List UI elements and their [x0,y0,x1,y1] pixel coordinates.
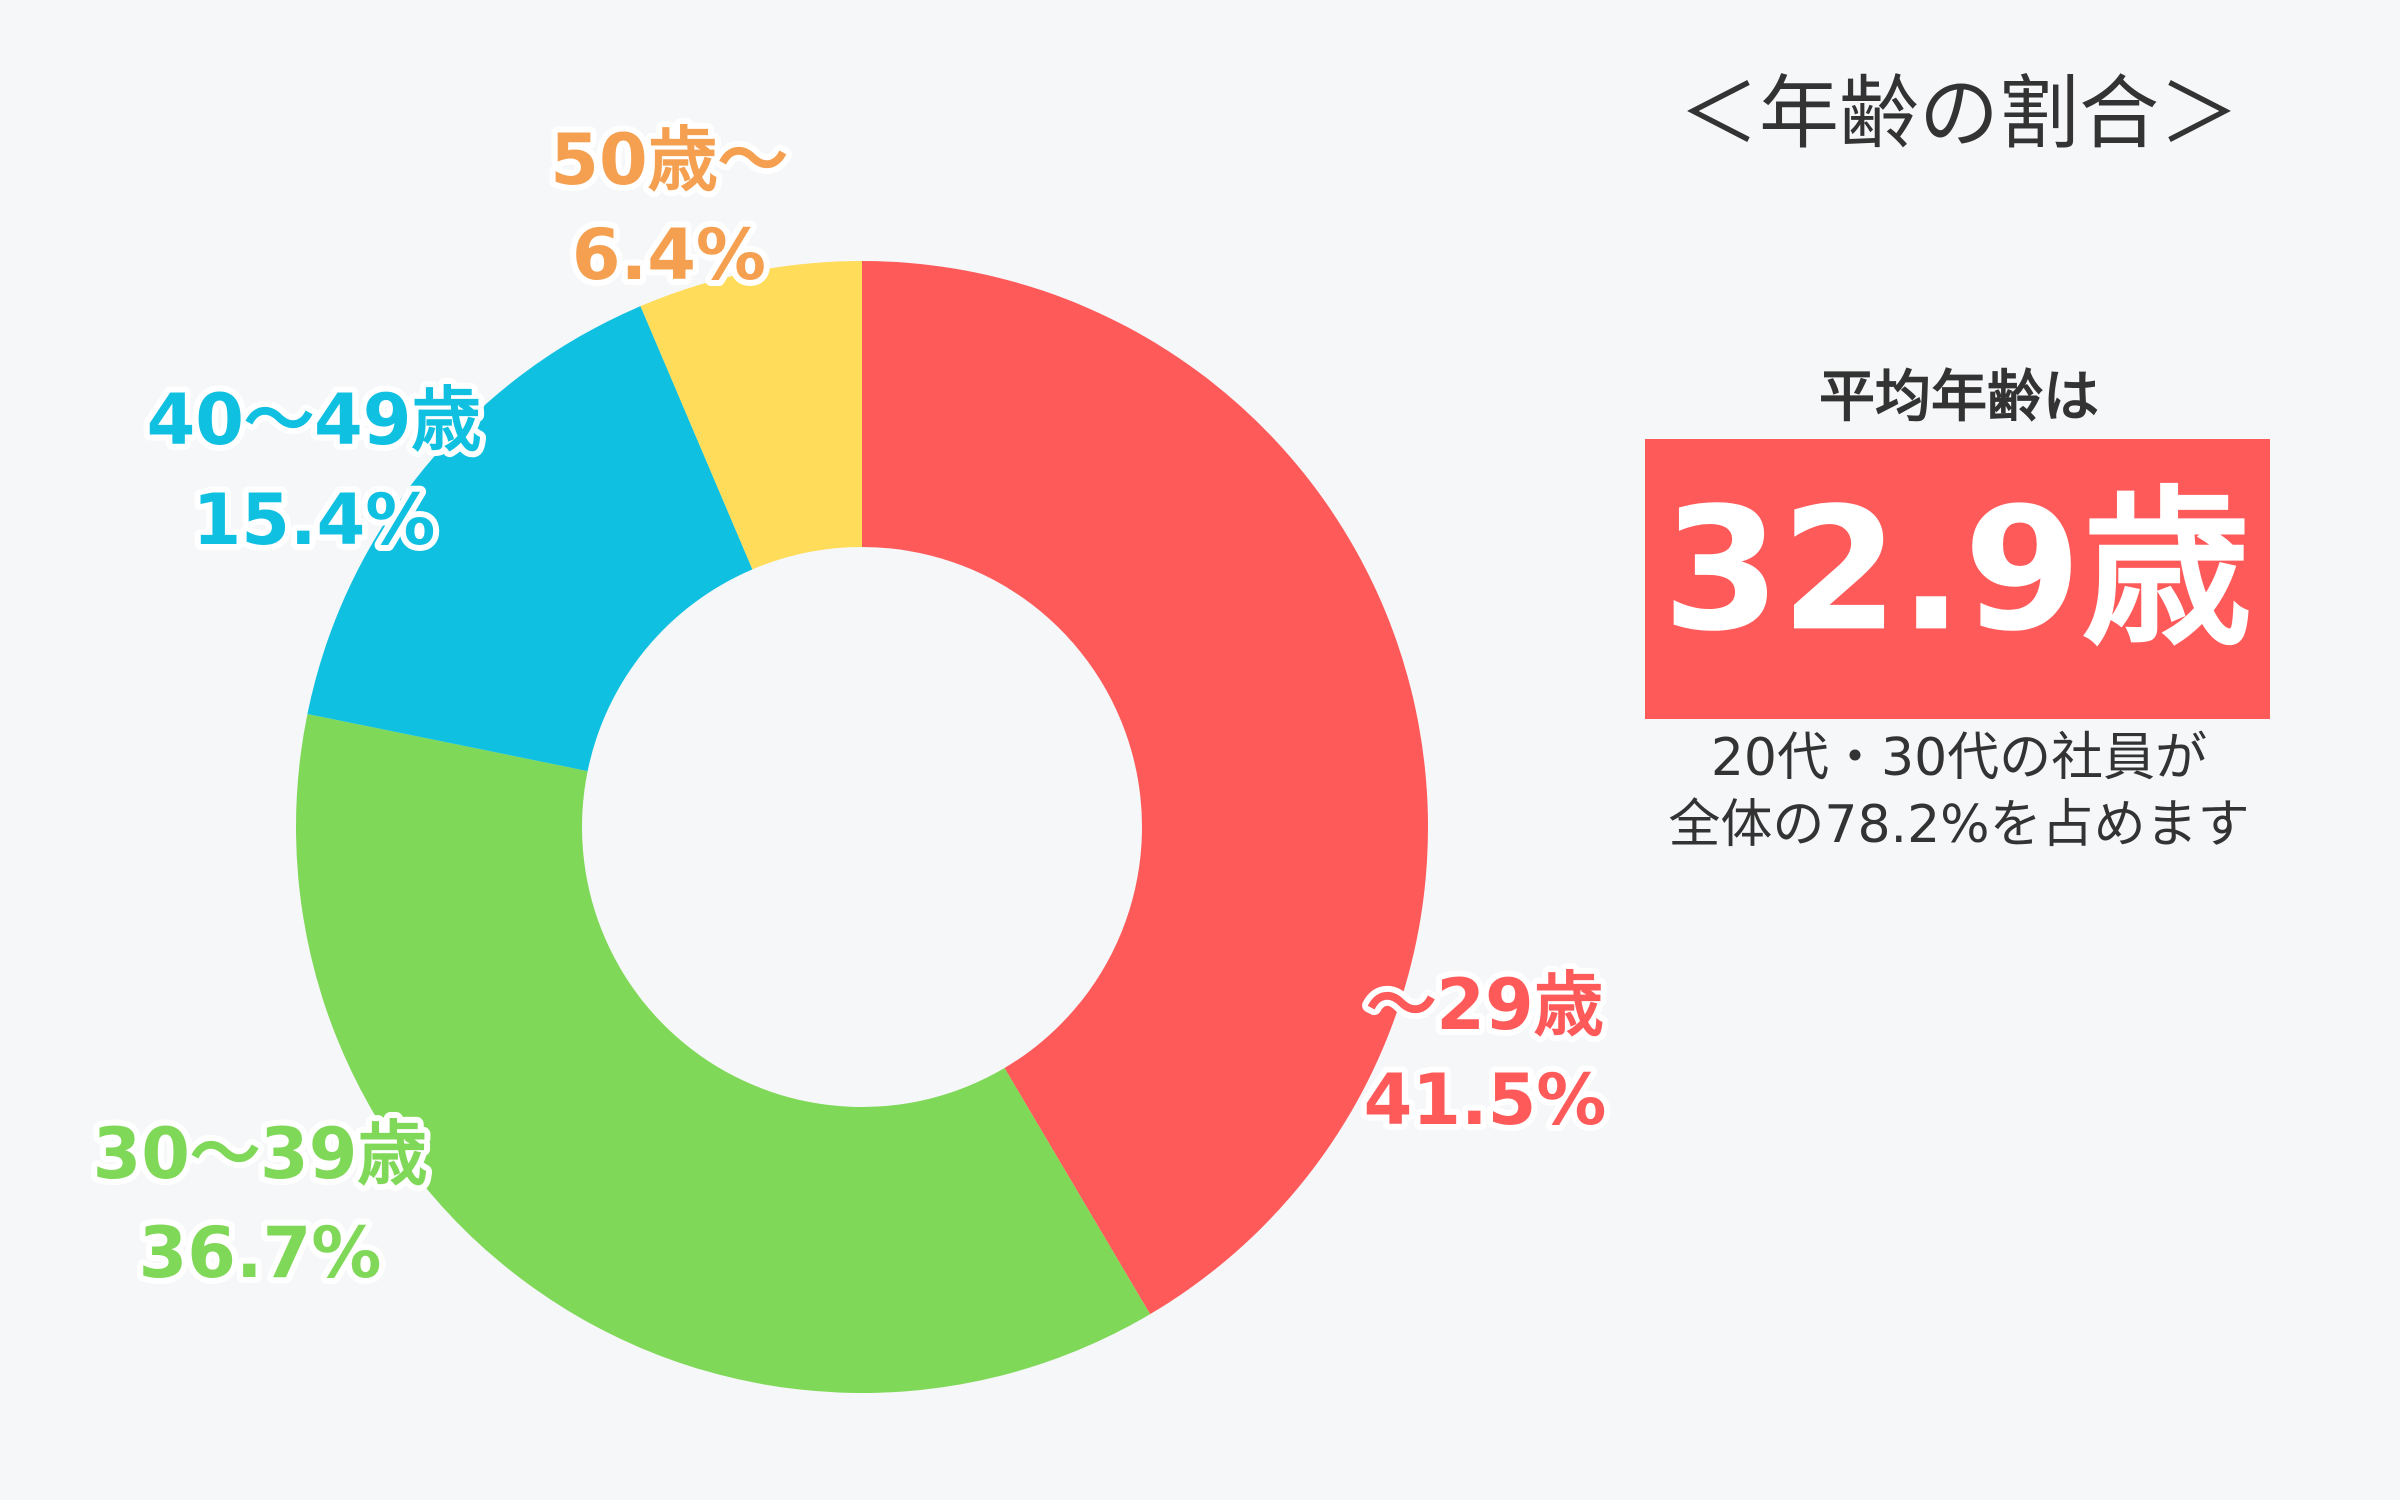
donut-segment [296,713,1151,1393]
note-line: 全体の78.2%を占めます [1668,795,2249,855]
segment-label: 50歳～ [550,119,787,201]
average-heading: 平均年齢は [1819,365,2099,430]
segment-label: ～29歳 [1366,964,1603,1046]
average-value: 32.9歳 [1662,471,2251,669]
segment-value-label: 15.4% [193,479,436,561]
highlight-box [1645,439,2270,719]
segment-value-label: 6.4% [572,214,766,296]
donut-segment [862,261,1428,1315]
segment-value-label: 41.5% [1364,1059,1607,1141]
donut-segment [640,261,862,570]
chart-title: ＜年齢の割合＞ [1679,67,2239,160]
note-line: 20代・30代の社員が [1711,728,2207,788]
segment-label: 40～49歳 [147,379,482,461]
segment-label: 30～39歳 [93,1113,428,1195]
segment-value-label: 36.7% [139,1212,382,1294]
donut-segment [307,306,753,772]
